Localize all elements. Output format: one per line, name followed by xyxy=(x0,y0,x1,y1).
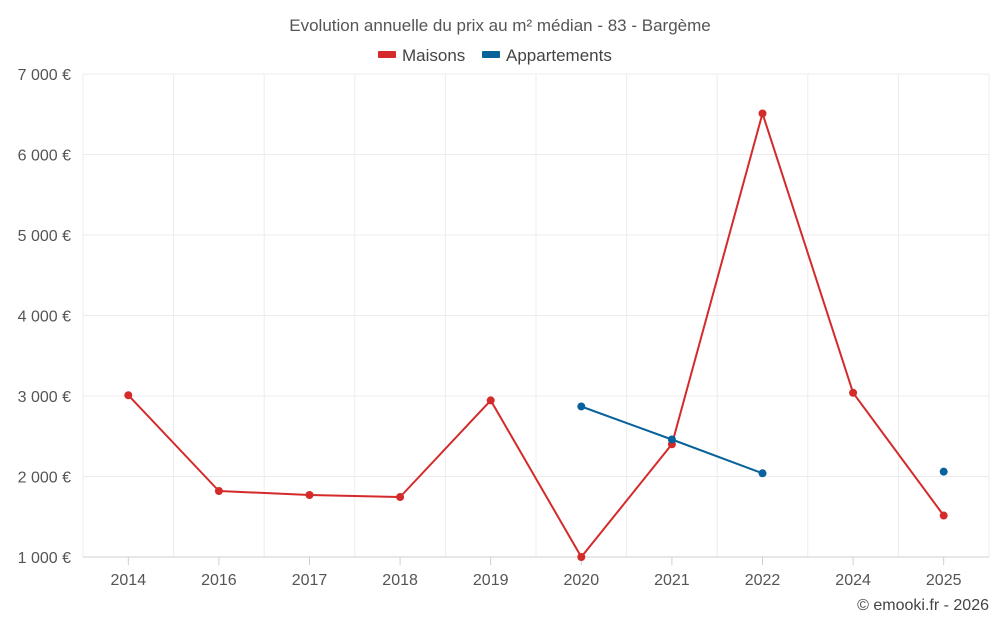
x-tick-label: 2025 xyxy=(926,572,962,589)
legend-label-maisons[interactable]: Maisons xyxy=(402,46,465,65)
data-point-maisons[interactable] xyxy=(939,511,948,520)
series-appartements xyxy=(577,402,948,478)
y-tick-label: 2 000 € xyxy=(18,470,71,487)
data-point-appartements[interactable] xyxy=(758,469,767,478)
data-point-appartements[interactable] xyxy=(667,435,676,444)
legend-swatch-maisons xyxy=(378,51,396,58)
x-tick-label: 2021 xyxy=(654,572,690,589)
x-tick-label: 2024 xyxy=(835,572,871,589)
y-tick-label: 5 000 € xyxy=(18,228,71,245)
y-tick-label: 4 000 € xyxy=(18,309,71,326)
data-point-maisons[interactable] xyxy=(214,486,223,495)
data-point-maisons[interactable] xyxy=(849,388,858,397)
credit-text: © emooki.fr - 2026 xyxy=(857,597,989,614)
series-line-maisons xyxy=(127,112,945,558)
data-point-appartements[interactable] xyxy=(939,467,948,476)
y-tick-label: 3 000 € xyxy=(18,389,71,406)
y-tick-label: 6 000 € xyxy=(18,148,71,165)
y-tick-label: 1 000 € xyxy=(18,550,71,567)
x-tick-label: 2018 xyxy=(382,572,418,589)
axes: 1 000 € 2 000 € 3 000 € 4 000 € 5 000 € 6 000… xyxy=(18,67,989,589)
legend-label-appartements[interactable]: Appartements xyxy=(506,46,612,65)
y-tick-label: 7 000 € xyxy=(18,67,71,84)
x-tick-label: 2017 xyxy=(292,572,328,589)
data-point-maisons[interactable] xyxy=(396,493,405,502)
series-layer xyxy=(124,109,948,561)
x-tick-label: 2022 xyxy=(745,572,781,589)
x-tick-label: 2016 xyxy=(201,572,237,589)
data-point-maisons[interactable] xyxy=(486,396,495,405)
data-point-maisons[interactable] xyxy=(758,109,767,118)
data-point-maisons[interactable] xyxy=(577,553,586,561)
x-tick-label: 2019 xyxy=(473,572,509,589)
grid xyxy=(82,73,990,558)
legend: Maisons Appartements xyxy=(378,46,612,65)
x-tick-label: 2014 xyxy=(111,572,147,589)
x-tick-label: 2020 xyxy=(564,572,600,589)
data-point-appartements[interactable] xyxy=(577,402,586,411)
data-point-maisons[interactable] xyxy=(305,491,314,500)
chart-title: Evolution annuelle du prix au m² médian … xyxy=(289,16,710,35)
legend-swatch-appartements xyxy=(482,51,500,58)
data-point-maisons[interactable] xyxy=(124,391,133,400)
